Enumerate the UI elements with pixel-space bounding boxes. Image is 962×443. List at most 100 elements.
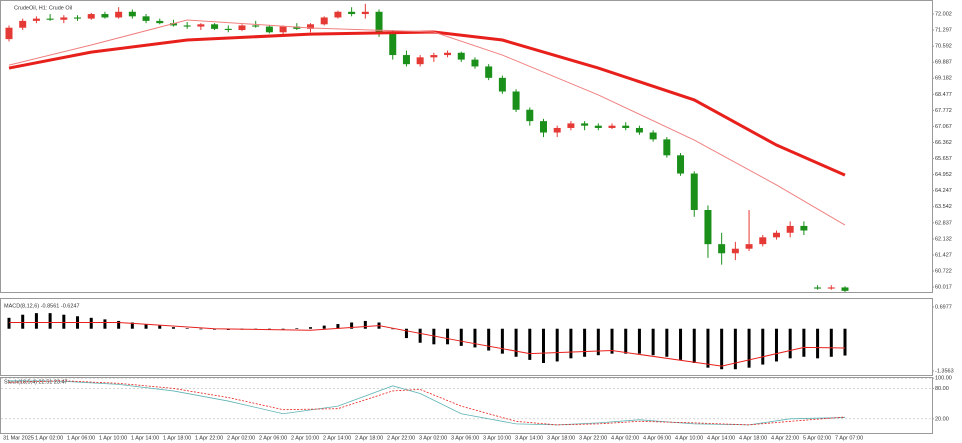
x-tick-label: 2 Apr 18:00: [355, 435, 383, 441]
candle-body: [841, 287, 849, 291]
macd-bar: [679, 328, 683, 360]
macd-bar: [446, 328, 450, 345]
macd-bar: [473, 328, 477, 348]
macd-bar: [62, 314, 66, 329]
macd-bar: [89, 317, 93, 329]
candle-body: [635, 127, 643, 133]
macd-bar: [185, 328, 189, 329]
y-tick-label: 20.00: [935, 416, 949, 422]
candle-body: [307, 24, 315, 29]
main-title: CrudeOil, H1: Crude Oil: [14, 5, 72, 11]
macd-bar: [528, 328, 532, 360]
macd-bar: [774, 328, 778, 362]
main-panel: [0, 0, 933, 293]
candle-body: [649, 132, 657, 140]
candle-body: [389, 32, 397, 56]
y-tick-label: 71.297: [935, 28, 952, 34]
moving-average: [8, 19, 846, 226]
x-tick-label: 2 Apr 06:00: [259, 435, 287, 441]
macd-bar: [747, 328, 751, 368]
candle-body: [74, 17, 82, 19]
candle-body: [416, 57, 424, 65]
macd-bar: [665, 328, 669, 357]
y-tick-label: 66.362: [935, 140, 952, 146]
candle-body: [745, 244, 753, 249]
candle-body: [827, 287, 835, 289]
x-tick-label: 3 Apr 18:00: [547, 435, 575, 441]
x-tick-label: 4 Apr 06:00: [643, 435, 671, 441]
macd-bar: [459, 328, 463, 346]
macd-bar: [500, 328, 504, 354]
x-tick-label: 2 Apr 10:00: [291, 435, 319, 441]
macd-bar: [816, 328, 820, 359]
candle-body: [375, 11, 383, 33]
candle-body: [238, 25, 246, 30]
candle-body: [279, 26, 287, 33]
macd-bar: [610, 328, 614, 354]
candle-body: [320, 17, 328, 25]
x-tick-label: 2 Apr 14:00: [323, 435, 351, 441]
x-tick-label: 31 Mar 2025: [3, 435, 34, 441]
candle-body: [265, 26, 273, 33]
macd-bar: [432, 328, 436, 345]
macd-bar: [514, 328, 518, 357]
y-tick-label: 80.00: [935, 386, 949, 392]
stoch-title: Stoch(13,5,4) 22.51 23.47: [4, 379, 68, 385]
macd-bar: [404, 328, 408, 339]
candle-body: [361, 11, 369, 15]
x-tick-label: 5 Apr 02:00: [803, 435, 831, 441]
macd-bar: [309, 327, 313, 329]
candle-body: [800, 225, 808, 231]
macd-bar: [733, 328, 737, 370]
candle-body: [704, 209, 712, 245]
macd-bar: [363, 320, 367, 329]
candle-body: [197, 24, 205, 27]
candle-body: [293, 26, 301, 29]
x-tick-label: 4 Apr 10:00: [675, 435, 703, 441]
candle-body: [142, 16, 150, 21]
macd-bar: [130, 322, 134, 329]
macd-bar: [336, 324, 340, 329]
macd-bar: [350, 322, 354, 329]
candle-body: [594, 125, 602, 128]
macd-bar: [829, 328, 833, 357]
macd-signal: [9, 321, 846, 367]
candle-body: [101, 14, 109, 18]
candle-body: [87, 14, 95, 19]
macd-bar: [48, 313, 52, 329]
candle-body: [46, 18, 54, 20]
y-tick-label: 70.592: [935, 44, 952, 50]
macd-bar: [144, 324, 148, 329]
y-tick-label: 60.722: [935, 268, 952, 274]
x-tick-label: 1 Apr 22:00: [195, 435, 223, 441]
candle-body: [348, 11, 356, 15]
candle-body: [60, 17, 68, 20]
y-tick-label: 69.182: [935, 76, 952, 82]
macd-title: MACD(8,12,6) -0.8561 -0.6247: [4, 303, 80, 309]
macd-bar: [651, 328, 655, 356]
macd-bar: [555, 328, 559, 362]
macd-bar: [322, 325, 326, 329]
macd-bar: [418, 328, 422, 343]
candle-body: [115, 11, 123, 18]
macd-bar: [281, 328, 285, 330]
macd-bar: [541, 328, 545, 364]
candle-body: [772, 232, 780, 238]
macd-bar: [171, 327, 175, 329]
y-tick-label: 72.002: [935, 11, 952, 17]
candle-body: [169, 23, 177, 26]
y-tick-label: 67.067: [935, 124, 952, 130]
y-tick-label: 62.837: [935, 220, 952, 226]
macd-bar: [199, 328, 203, 330]
x-tick-label: 4 Apr 14:00: [707, 435, 735, 441]
candle-body: [622, 125, 630, 128]
candle-body: [211, 24, 219, 29]
candle-body: [718, 244, 726, 254]
macd-bar: [34, 313, 38, 329]
candle-body: [786, 225, 794, 233]
x-tick-label: 1 Apr 14:00: [131, 435, 159, 441]
candle-body: [402, 55, 410, 65]
moving-average: [8, 30, 846, 177]
macd-bar: [103, 319, 107, 329]
